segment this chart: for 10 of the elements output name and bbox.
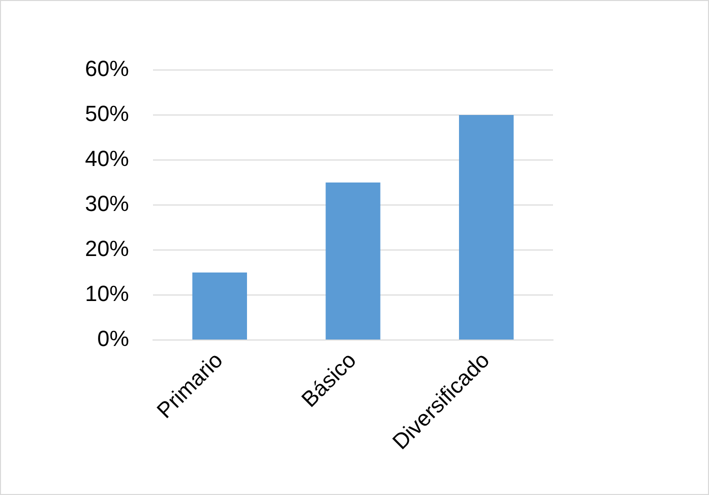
y-tick-label: 0% xyxy=(97,326,129,352)
bar xyxy=(459,115,514,340)
bar xyxy=(192,272,247,340)
y-tick-label: 20% xyxy=(84,236,129,262)
bar xyxy=(326,182,380,340)
y-tick-label: 60% xyxy=(84,56,129,82)
y-tick-label: 10% xyxy=(84,281,129,306)
y-tick-label: 40% xyxy=(84,146,129,172)
y-tick-label: 30% xyxy=(84,191,129,216)
y-tick-label: 50% xyxy=(84,101,129,126)
